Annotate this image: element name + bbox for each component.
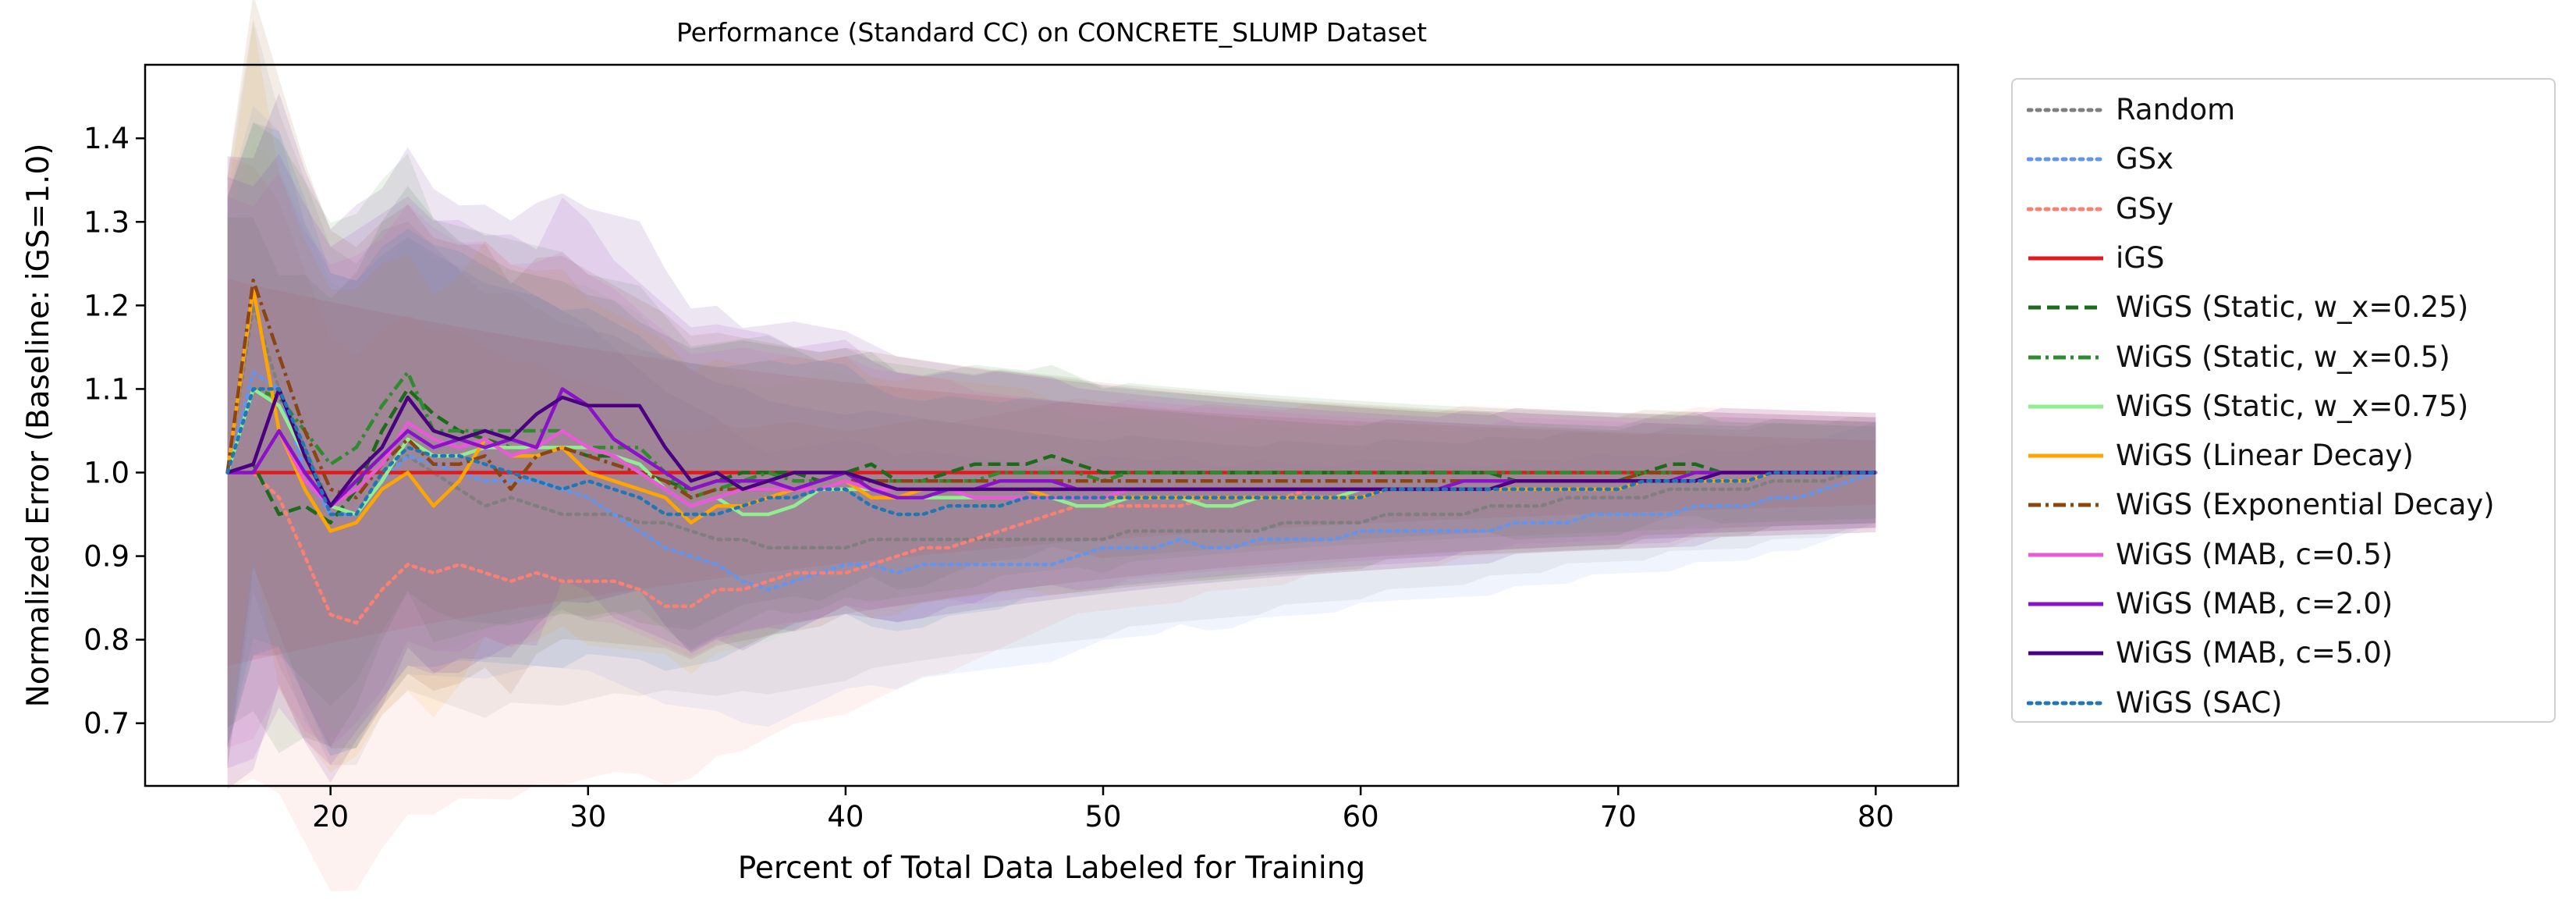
band-9: [227, 172, 1876, 748]
legend-swatch: [2028, 553, 2103, 557]
band-0: [227, 19, 1876, 769]
y-axis-label: Normalized Error (Baseline: iGS=1.0): [21, 144, 56, 708]
x-tick-label: 70: [1600, 800, 1637, 834]
plot-frame: [144, 63, 1960, 787]
legend-label: WiGS (SAC): [2116, 685, 2283, 720]
y-tick-label: 1.4: [83, 122, 130, 155]
band-5: [227, 123, 1876, 748]
band-8: [227, 0, 1876, 769]
band-2: [227, 156, 1876, 892]
legend-label: Random: [2116, 93, 2236, 126]
legend-swatch: [2027, 207, 2105, 212]
legend-swatch: [2028, 602, 2103, 606]
legend-label: WiGS (MAB, c=0.5): [2116, 537, 2393, 571]
band-1: [227, 105, 1876, 756]
y-tick-label: 1.1: [83, 372, 130, 406]
legend-swatch: [2028, 355, 2103, 359]
legend-item: GSx: [2013, 140, 2554, 179]
legend: Random GSx GSy iGS WiGS (Static, w_x=0.25) Wi…: [2011, 78, 2556, 723]
legend-item: WiGS (MAB, c=5.0): [2013, 634, 2554, 673]
legend-item: WiGS (MAB, c=0.5): [2013, 535, 2554, 574]
legend-label: WiGS (Static, w_x=0.75): [2116, 389, 2469, 423]
legend-item: WiGS (Static, w_x=0.5): [2013, 338, 2554, 377]
legend-item: WiGS (Static, w_x=0.25): [2013, 288, 2554, 327]
legend-item: Random: [2013, 91, 2554, 130]
legend-item: WiGS (MAB, c=2.0): [2013, 585, 2554, 624]
legend-item: iGS: [2013, 239, 2554, 278]
x-tick-label: 50: [1084, 800, 1121, 834]
series-line-12: [225, 387, 1878, 517]
legend-label: GSy: [2116, 191, 2174, 226]
series-lines: [225, 278, 1878, 625]
y-axis: 0.7 0.8 0.9 1.0 1.1 1.2 1.3 1.4: [83, 122, 145, 741]
series-line-5: [225, 370, 1876, 499]
chart-title: Performance (Standard CC) on CONCRETE_SL…: [676, 17, 1427, 48]
legend-label: WiGS (Exponential Decay): [2116, 488, 2495, 522]
legend-label: iGS: [2116, 240, 2165, 275]
legend-item: WiGS (Linear Decay): [2013, 436, 2554, 475]
legend-item: GSy: [2013, 190, 2554, 229]
y-tick-label: 0.9: [83, 540, 130, 574]
legend-swatch: [2027, 108, 2105, 112]
x-tick-label: 40: [827, 800, 864, 834]
series-line-2: [225, 471, 1878, 625]
band-6: [227, 142, 1876, 731]
x-tick-label: 60: [1343, 800, 1379, 834]
legend-swatch: [2028, 651, 2103, 656]
y-tick-label: 0.8: [83, 624, 130, 657]
legend-swatch: [2028, 453, 2103, 458]
legend-label: WiGS (MAB, c=5.0): [2116, 636, 2393, 670]
band-4: [227, 186, 1876, 754]
y-tick-label: 1.2: [83, 289, 130, 322]
legend-item: WiGS (SAC): [2013, 684, 2554, 723]
series-line-11: [226, 387, 1876, 508]
x-axis: 20 30 40 50 60 70 80: [312, 786, 1894, 834]
y-tick-label: 1.3: [83, 205, 130, 239]
legend-label: WiGS (Static, w_x=0.25): [2116, 290, 2469, 325]
x-axis-label: Percent of Total Data Labeled for Traini…: [738, 851, 1365, 886]
legend-item: WiGS (Static, w_x=0.75): [2013, 387, 2554, 426]
legend-swatch: [2028, 503, 2103, 507]
y-tick-label: 1.0: [83, 456, 130, 489]
legend-label: WiGS (MAB, c=2.0): [2116, 587, 2393, 620]
x-tick-label: 80: [1857, 800, 1894, 834]
legend-swatch: [2028, 404, 2103, 409]
y-tick-label: 0.7: [83, 707, 130, 741]
legend-item: WiGS (Exponential Decay): [2013, 485, 2554, 524]
legend-label: WiGS (Static, w_x=0.5): [2116, 339, 2450, 374]
series-line-0: [225, 304, 1878, 550]
band-11: [227, 93, 1876, 789]
legend-swatch: [2027, 157, 2105, 162]
legend-label: WiGS (Linear Decay): [2116, 439, 2414, 473]
legend-label: GSx: [2116, 142, 2174, 176]
x-tick-label: 30: [569, 800, 606, 834]
band-10: [227, 154, 1876, 769]
legend-swatch: [2028, 305, 2103, 310]
band-7: [227, 22, 1876, 773]
band-12: [227, 123, 1876, 756]
x-tick-label: 20: [312, 800, 349, 834]
legend-swatch: [2028, 256, 2103, 261]
legend-swatch: [2027, 701, 2105, 706]
series-line-1: [225, 370, 1878, 592]
